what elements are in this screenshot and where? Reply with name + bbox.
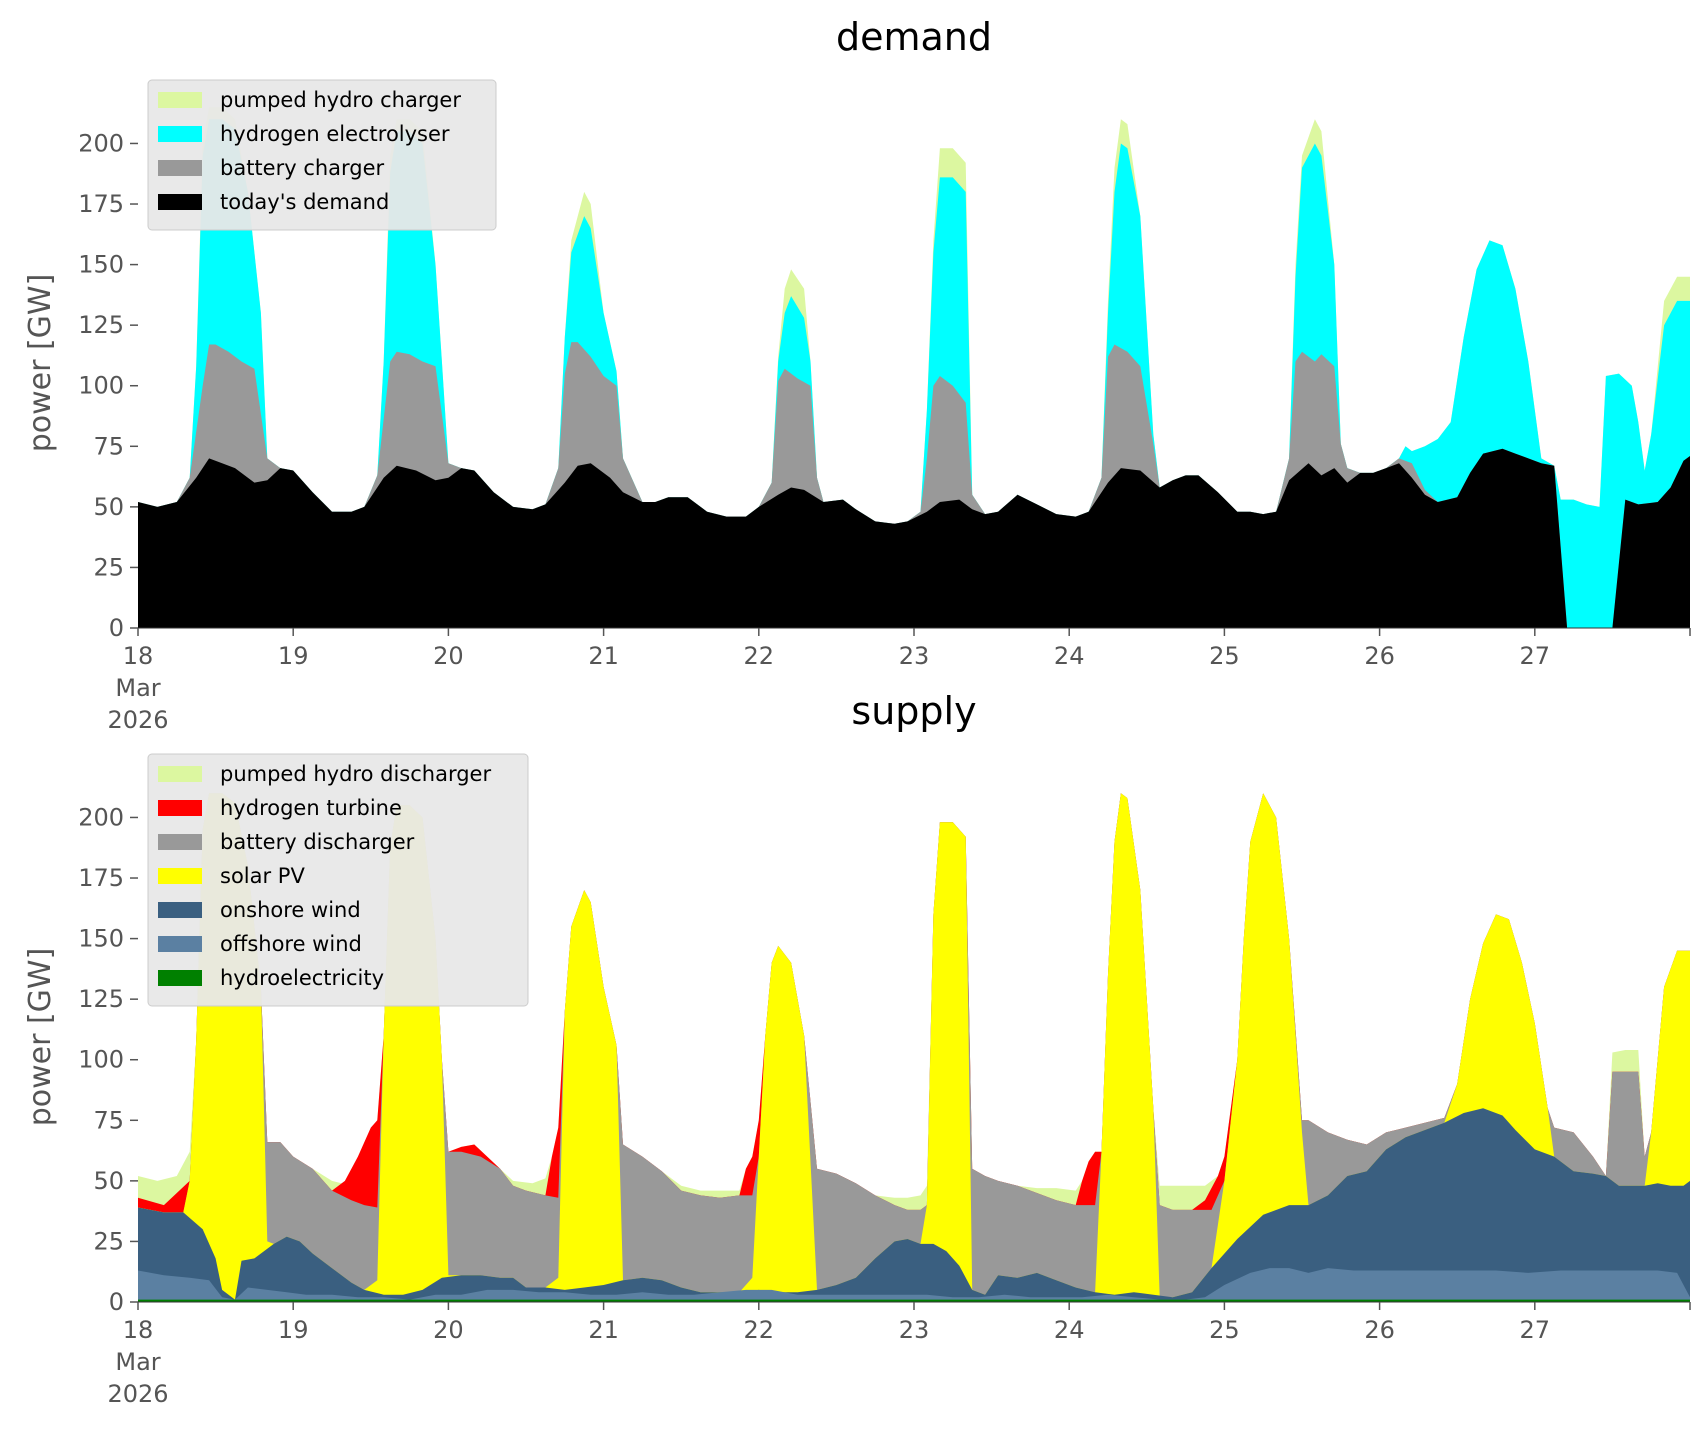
- supply-xtick-label: 22: [744, 1316, 775, 1344]
- demand-legend-label: pumped hydro charger: [220, 88, 461, 112]
- demand-ytick-label: 175: [78, 190, 124, 218]
- demand-xtick-label: 23: [899, 642, 930, 670]
- demand-panel: demand power [GW] 0 25 50 75 100 125 150 175 200…: [23, 15, 1691, 734]
- demand-xtick-label: 27: [1520, 642, 1551, 670]
- supply-ytick-label: 150: [78, 925, 124, 953]
- supply-xtick-label: Mar: [115, 1348, 160, 1376]
- supply-plot-area: [138, 793, 1690, 1302]
- demand-xtick-label: Mar: [115, 674, 160, 702]
- supply-legend-swatch: [158, 902, 202, 918]
- demand-xtick-label: 24: [1054, 642, 1085, 670]
- demand-ytick-label: 25: [93, 553, 124, 581]
- supply-legend-swatch: [158, 834, 202, 850]
- supply-ytick-label: 125: [78, 985, 124, 1013]
- demand-legend-label: battery charger: [220, 156, 385, 180]
- demand-xtick-label: 26: [1364, 642, 1395, 670]
- demand-ytick-label: 50: [93, 493, 124, 521]
- demand-xtick-label: 25: [1209, 642, 1240, 670]
- supply-xtick-label: 21: [588, 1316, 619, 1344]
- supply-ylabel: power [GW]: [23, 948, 58, 1127]
- demand-xtick-label: 21: [588, 642, 619, 670]
- supply-ytick-label: 100: [78, 1046, 124, 1074]
- supply-legend-swatch: [158, 766, 202, 782]
- demand-ytick-label: 0: [109, 614, 124, 642]
- supply-legend-label: solar PV: [220, 864, 305, 888]
- demand-legend-swatch: [158, 160, 202, 176]
- supply-ytick-label: 0: [109, 1288, 124, 1316]
- demand-ytick-label: 100: [78, 372, 124, 400]
- demand-ytick-label: 150: [78, 251, 124, 279]
- demand-xtick-label: 22: [744, 642, 775, 670]
- demand-series-today-s-demand: [138, 448, 1690, 628]
- supply-xtick-label: 23: [899, 1316, 930, 1344]
- supply-series-offshore-wind: [138, 1268, 1690, 1302]
- supply-legend-swatch: [158, 936, 202, 952]
- supply-legend-label: hydroelectricity: [220, 966, 384, 990]
- supply-xtick-label: 25: [1209, 1316, 1240, 1344]
- supply-series-onshore-wind: [138, 1108, 1690, 1302]
- demand-ytick-label: 200: [78, 129, 124, 157]
- supply-legend-label: pumped hydro discharger: [220, 762, 491, 786]
- demand-legend-box: [147, 79, 497, 231]
- demand-legend-label: today's demand: [220, 190, 389, 214]
- demand-legend: pumped hydro charger hydrogen electrolyse…: [147, 79, 497, 231]
- demand-legend-label: hydrogen electrolyser: [220, 122, 450, 146]
- supply-ytick-label: 25: [93, 1227, 124, 1255]
- supply-legend-swatch: [158, 800, 202, 816]
- demand-ylabel: power [GW]: [23, 274, 58, 453]
- demand-xtick-label: 19: [278, 642, 309, 670]
- demand-title: demand: [836, 15, 992, 59]
- supply-legend-label: battery discharger: [220, 830, 415, 854]
- supply-xtick-label: 20: [433, 1316, 464, 1344]
- supply-series-solar-pv: [138, 793, 1690, 1302]
- supply-legend-box: [147, 753, 529, 1007]
- supply-xtick-label: 27: [1520, 1316, 1551, 1344]
- demand-axes: 0 25 50 75 100 125 150 175 200 18 Mar 2026 19 20 21 22 2…: [78, 129, 1691, 734]
- supply-xtick-label: 24: [1054, 1316, 1085, 1344]
- supply-xtick-label: 19: [278, 1316, 309, 1344]
- supply-xtick-label: 18: [123, 1316, 154, 1344]
- supply-ytick-label: 50: [93, 1167, 124, 1195]
- supply-title: supply: [851, 689, 976, 733]
- demand-legend-swatch: [158, 194, 202, 210]
- demand-xtick-label: 18: [123, 642, 154, 670]
- demand-legend-swatch: [158, 126, 202, 142]
- demand-legend-swatch: [158, 92, 202, 108]
- supply-legend-label: onshore wind: [220, 898, 361, 922]
- demand-plot-area: [138, 107, 1690, 629]
- supply-xtick-label: 2026: [107, 1380, 168, 1408]
- supply-ytick-label: 200: [78, 803, 124, 831]
- demand-ytick-label: 125: [78, 311, 124, 339]
- supply-legend-swatch: [158, 970, 202, 986]
- supply-ytick-label: 75: [93, 1106, 124, 1134]
- supply-legend-label: offshore wind: [220, 932, 362, 956]
- demand-xtick-label: 20: [433, 642, 464, 670]
- supply-axes: 0 25 50 75 100 125 150 175 200 18 Mar 2026 19 20 21 22 2…: [78, 803, 1691, 1408]
- supply-xtick-label: 26: [1364, 1316, 1395, 1344]
- supply-ytick-label: 175: [78, 864, 124, 892]
- supply-panel: supply power [GW] 0 25 50 75 100 125 150 175 200…: [23, 689, 1691, 1408]
- demand-ytick-label: 75: [93, 432, 124, 460]
- supply-series-hydroelectricity: [138, 1299, 1690, 1302]
- supply-legend: pumped hydro discharger hydrogen turbine b…: [147, 753, 529, 1007]
- supply-legend-swatch: [158, 868, 202, 884]
- demand-xtick-label: 2026: [107, 706, 168, 734]
- supply-legend-label: hydrogen turbine: [220, 796, 402, 820]
